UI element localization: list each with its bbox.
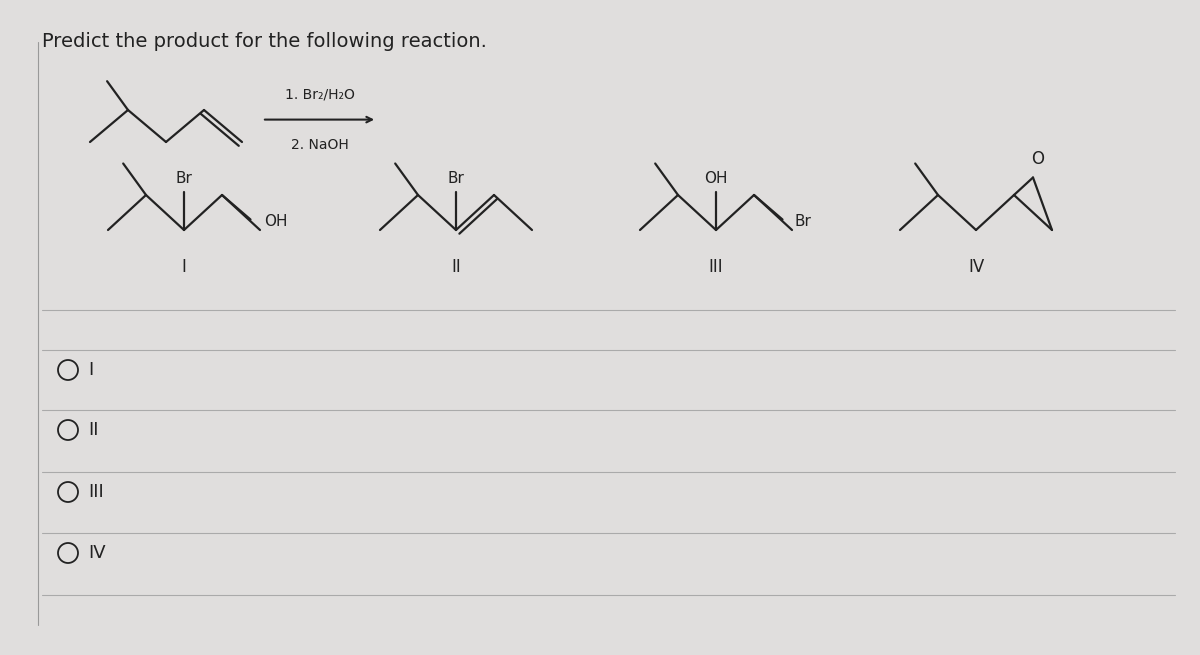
Text: Br: Br: [448, 171, 464, 186]
Text: III: III: [88, 483, 103, 501]
Text: Br: Br: [794, 214, 811, 229]
Text: I: I: [88, 361, 94, 379]
Text: Br: Br: [175, 171, 192, 186]
Text: OH: OH: [264, 214, 288, 229]
Text: Predict the product for the following reaction.: Predict the product for the following re…: [42, 32, 487, 51]
Text: 1. Br₂/H₂O: 1. Br₂/H₂O: [284, 88, 354, 102]
Text: IV: IV: [968, 258, 984, 276]
Text: IV: IV: [88, 544, 106, 562]
Text: O: O: [1032, 149, 1044, 168]
Text: II: II: [88, 421, 98, 439]
Text: I: I: [181, 258, 186, 276]
Text: 2. NaOH: 2. NaOH: [290, 138, 348, 151]
Text: OH: OH: [704, 171, 727, 186]
Text: III: III: [709, 258, 724, 276]
Text: II: II: [451, 258, 461, 276]
